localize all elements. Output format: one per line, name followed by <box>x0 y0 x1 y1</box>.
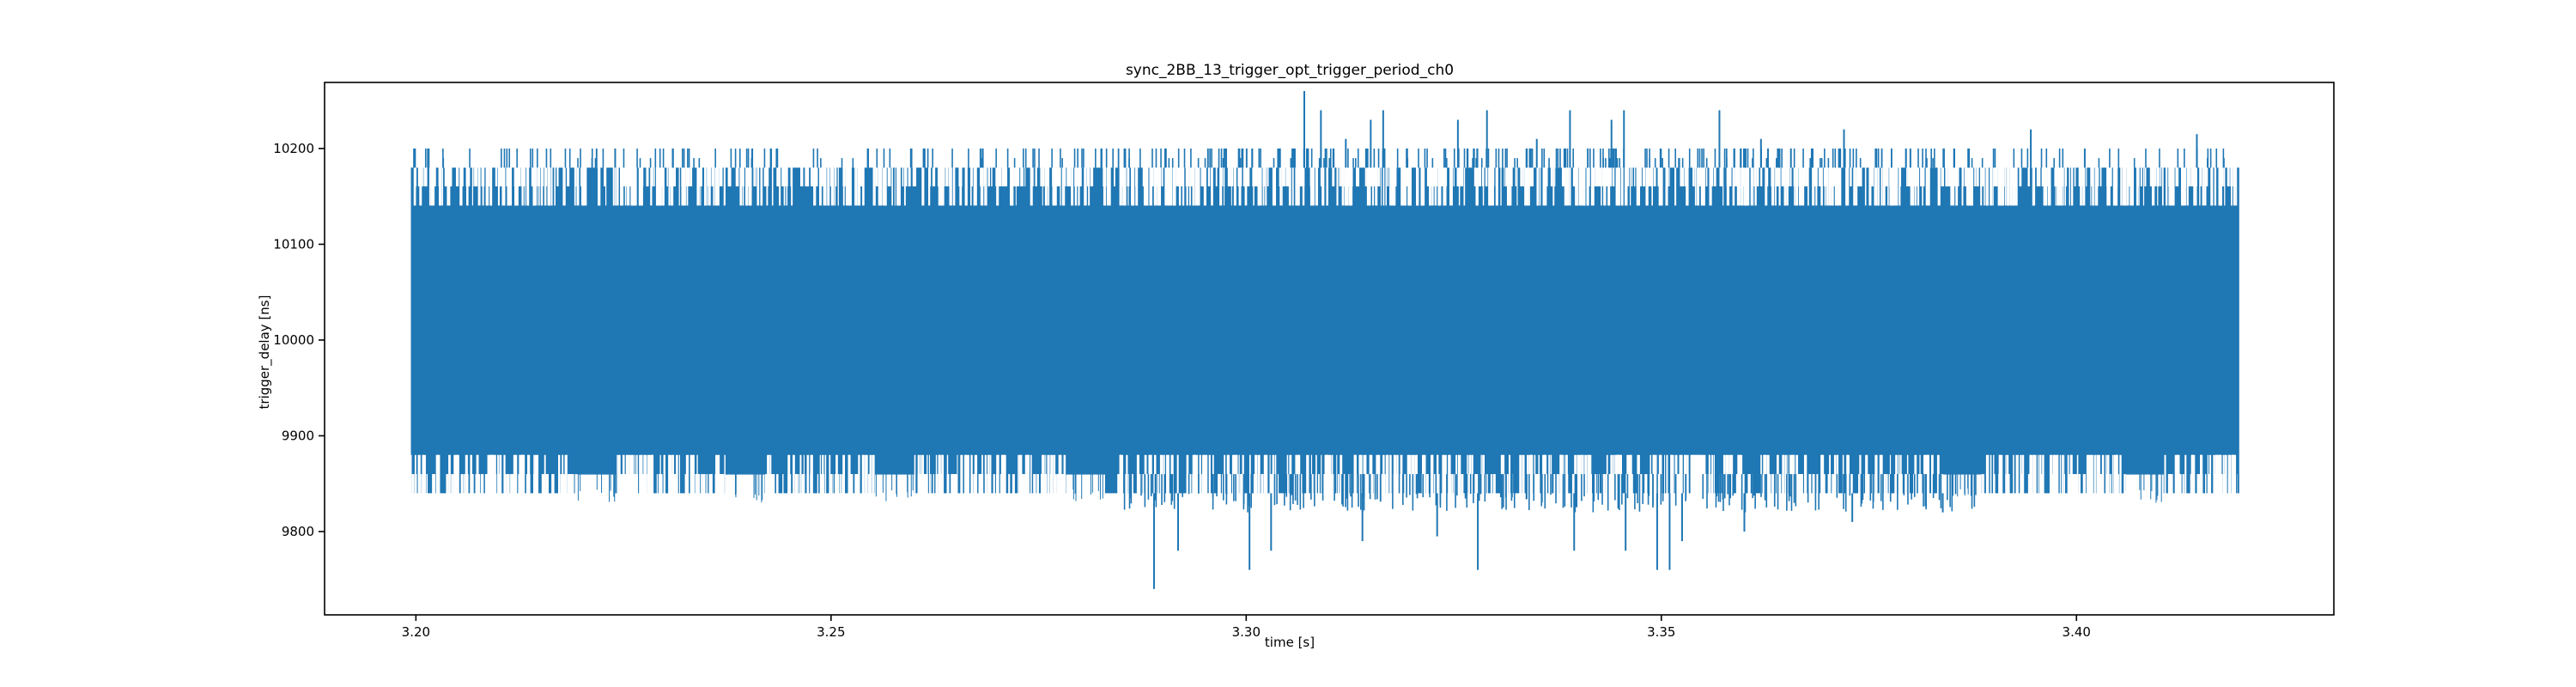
plot-area <box>410 91 2240 589</box>
band-gap-3 <box>1066 474 1105 495</box>
y-axis-label: trigger_delay [ns] <box>257 295 273 410</box>
band-gap-2 <box>875 474 914 495</box>
series-band <box>411 167 2239 494</box>
x-tick-label: 3.35 <box>1647 624 1675 640</box>
y-tick-label: 10200 <box>273 141 314 156</box>
x-tick-label: 3.25 <box>817 624 845 640</box>
x-tick-label: 3.30 <box>1232 624 1261 640</box>
y-tick-label: 9800 <box>282 524 314 539</box>
series-spikes <box>413 148 2225 513</box>
y-tick-label: 10100 <box>273 236 314 252</box>
y-tick-label: 10000 <box>273 332 314 348</box>
x-axis-label: time [s] <box>1265 635 1315 650</box>
axes: 3.20 3.25 3.30 3.35 3.40 9800 9900 10000 10100 10… <box>273 82 2335 640</box>
plot-frame <box>324 82 2335 616</box>
chart-title: sync_2BB_13_trigger_opt_trigger_period_c… <box>1126 62 1454 79</box>
x-tick-label: 3.40 <box>2063 624 2091 640</box>
x-tick-label: 3.20 <box>402 624 430 640</box>
band-top-notches <box>411 167 2240 494</box>
band-gap-0 <box>575 474 616 495</box>
y-tick-label: 9900 <box>282 428 314 443</box>
